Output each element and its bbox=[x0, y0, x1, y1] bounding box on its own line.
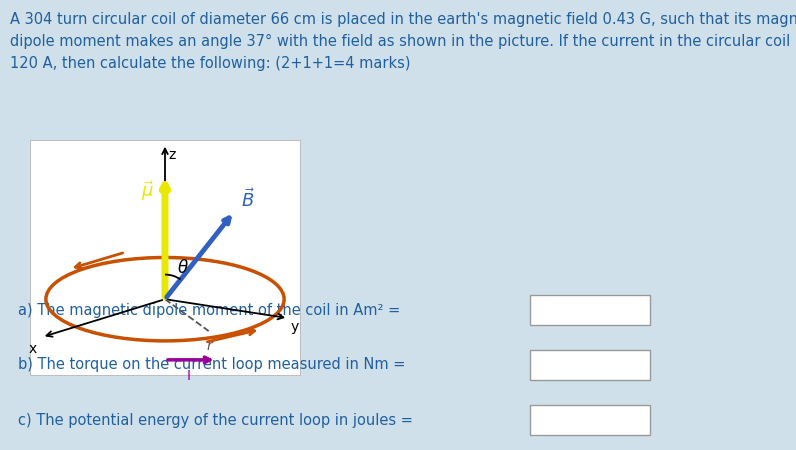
Text: $\theta$: $\theta$ bbox=[177, 259, 189, 277]
Text: $\vec{B}$: $\vec{B}$ bbox=[240, 188, 255, 211]
FancyBboxPatch shape bbox=[530, 405, 650, 435]
Text: r: r bbox=[206, 338, 212, 353]
Text: $\vec{\mu}$: $\vec{\mu}$ bbox=[141, 179, 154, 203]
Text: A 304 turn circular coil of diameter 66 cm is placed in the earth's magnetic fie: A 304 turn circular coil of diameter 66 … bbox=[10, 12, 796, 72]
Text: z: z bbox=[168, 148, 176, 162]
Text: b) The torque on the current loop measured in Nm =: b) The torque on the current loop measur… bbox=[18, 357, 405, 373]
FancyBboxPatch shape bbox=[530, 350, 650, 380]
Text: y: y bbox=[291, 320, 298, 334]
Text: I: I bbox=[187, 369, 191, 383]
FancyBboxPatch shape bbox=[30, 140, 300, 375]
Text: a) The magnetic dipole moment of the coil in Am² =: a) The magnetic dipole moment of the coi… bbox=[18, 302, 400, 318]
FancyBboxPatch shape bbox=[530, 295, 650, 325]
Text: x: x bbox=[28, 342, 37, 356]
Text: c) The potential energy of the current loop in joules =: c) The potential energy of the current l… bbox=[18, 413, 413, 428]
